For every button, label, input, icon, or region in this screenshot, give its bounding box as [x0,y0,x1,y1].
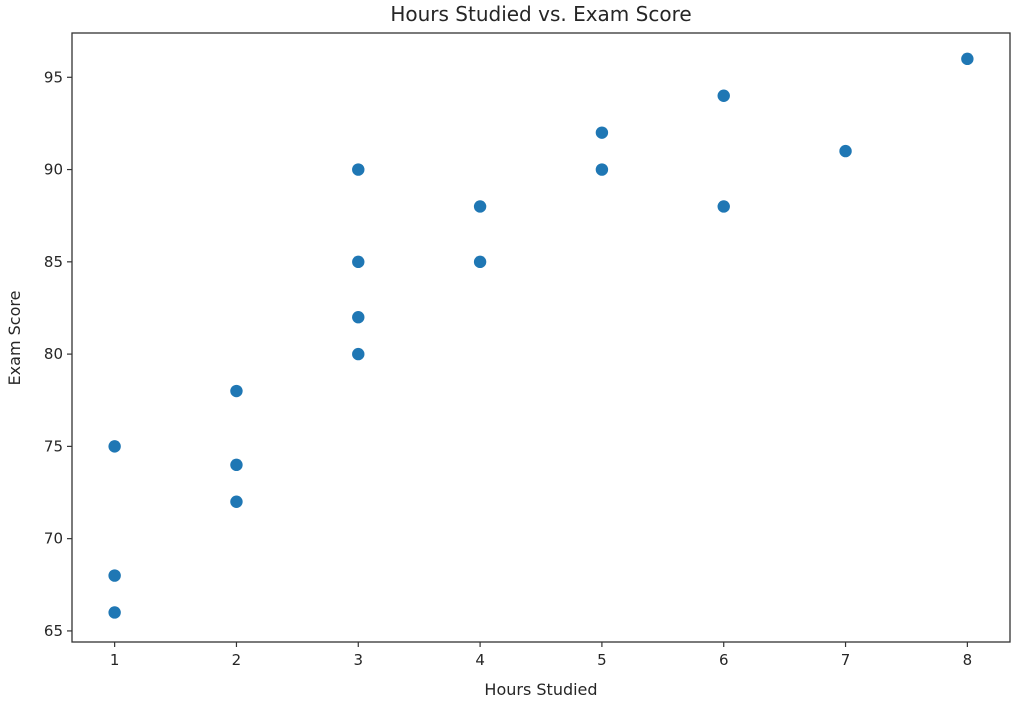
data-point [230,384,243,398]
y-tick-label: 65 [44,622,63,640]
y-tick-label: 70 [44,530,63,548]
data-point [473,255,487,269]
y-tick-label: 75 [44,437,63,455]
x-tick-label: 5 [597,651,607,669]
data-point [717,200,730,213]
data-point [717,89,730,102]
y-tick-label: 90 [44,161,63,179]
y-tick-label: 95 [44,68,63,86]
data-point [352,311,365,324]
x-tick-label: 8 [963,651,973,669]
data-point [473,200,487,213]
y-axis-label: Exam Score [5,291,24,386]
data-point [108,606,121,619]
scatter-points [108,52,974,619]
y-tick-label: 85 [44,253,63,271]
data-point [595,126,609,139]
x-tick-label: 3 [353,651,363,669]
data-point [352,347,365,361]
data-point [108,569,121,582]
data-point [230,458,243,472]
data-point [230,495,243,508]
x-tick-label: 4 [475,651,485,669]
x-tick-label: 7 [841,651,851,669]
plot-frame [71,32,1011,643]
x-tick-label: 2 [232,651,242,669]
data-point [352,163,365,176]
data-point [108,440,121,453]
y-axis-ticks: 65 70 75 80 85 90 95 [44,68,72,640]
x-axis-label: Hours Studied [484,680,597,699]
x-tick-label: 1 [110,651,120,669]
data-point [961,52,974,66]
y-tick-label: 80 [44,345,63,363]
data-point [352,255,365,269]
data-point [595,163,609,176]
data-point [839,144,852,158]
x-tick-label: 6 [719,651,729,669]
chart-title: Hours Studied vs. Exam Score [390,2,691,26]
x-axis-ticks: 1 2 3 4 5 6 7 8 [110,642,972,669]
